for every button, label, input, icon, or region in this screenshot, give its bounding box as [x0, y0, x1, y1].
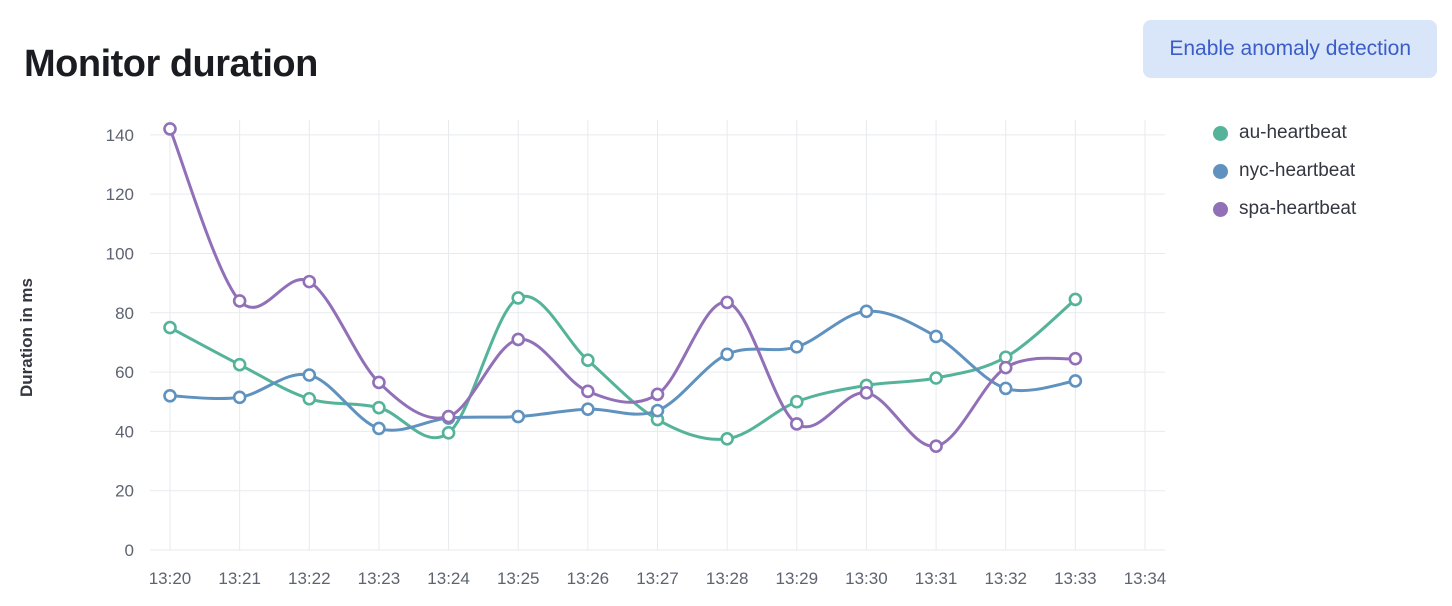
data-point[interactable] [511, 409, 526, 424]
data-point[interactable] [720, 295, 734, 310]
data-point[interactable] [511, 332, 526, 347]
svg-text:13:29: 13:29 [776, 569, 819, 588]
data-point[interactable] [511, 291, 526, 305]
svg-text:20: 20 [115, 482, 134, 501]
svg-text:13:20: 13:20 [149, 569, 192, 588]
page-title: Monitor duration [24, 43, 318, 86]
data-point[interactable] [581, 402, 595, 416]
legend-label: nyc-heartbeat [1239, 160, 1356, 181]
data-point[interactable] [859, 386, 874, 400]
chart-area: 0 20 40 60 80 100 120 140 13:20 13:21 13:22 13:23 13… [0, 95, 1190, 600]
svg-text:40: 40 [115, 422, 134, 441]
y-axis: 0 20 40 60 80 100 120 140 [106, 126, 134, 560]
legend-color-dot [1213, 163, 1228, 179]
data-point[interactable] [302, 274, 317, 289]
svg-text:13:32: 13:32 [984, 569, 1027, 588]
svg-text:60: 60 [115, 363, 134, 382]
svg-text:13:21: 13:21 [218, 569, 261, 588]
series-au-heartbeat [163, 291, 1083, 446]
svg-text:100: 100 [106, 244, 134, 263]
data-point[interactable] [929, 329, 943, 344]
data-point[interactable] [163, 122, 177, 136]
data-point[interactable] [302, 368, 317, 382]
data-point[interactable] [998, 381, 1013, 396]
data-point[interactable] [581, 384, 595, 399]
svg-text:13:30: 13:30 [845, 569, 888, 588]
data-point[interactable] [650, 387, 665, 402]
data-point[interactable] [163, 388, 177, 403]
legend-label: au-heartbeat [1239, 122, 1347, 143]
data-point[interactable] [441, 426, 456, 440]
svg-text:13:23: 13:23 [358, 569, 401, 588]
x-axis: 13:20 13:21 13:22 13:23 13:24 13:25 13:26 13:27… [149, 569, 1167, 588]
svg-text:13:25: 13:25 [497, 569, 540, 588]
data-point[interactable] [232, 357, 247, 372]
data-point[interactable] [302, 391, 317, 406]
gridlines [150, 120, 1165, 551]
data-point[interactable] [929, 371, 943, 385]
data-point[interactable] [859, 304, 874, 319]
svg-text:13:34: 13:34 [1124, 569, 1167, 588]
svg-text:0: 0 [125, 541, 134, 560]
svg-text:13:24: 13:24 [427, 569, 470, 588]
svg-text:120: 120 [106, 185, 134, 204]
data-point[interactable] [1068, 351, 1083, 366]
legend-color-dot [1213, 125, 1228, 141]
legend-label: spa-heartbeat [1239, 198, 1357, 219]
enable-anomaly-detection-button[interactable]: Enable anomaly detection [1143, 20, 1437, 78]
data-point[interactable] [1068, 292, 1083, 307]
svg-text:13:27: 13:27 [636, 569, 679, 588]
data-point[interactable] [789, 340, 804, 354]
data-point[interactable] [789, 394, 804, 409]
data-point[interactable] [441, 409, 456, 424]
svg-text:13:33: 13:33 [1054, 569, 1097, 588]
svg-text:13:31: 13:31 [915, 569, 958, 588]
data-point[interactable] [232, 390, 247, 405]
legend-color-dot [1213, 201, 1228, 217]
series-spa-heartbeat [163, 122, 1083, 454]
svg-text:13:22: 13:22 [288, 569, 331, 588]
data-point[interactable] [650, 403, 665, 418]
series-nyc-heartbeat [163, 304, 1083, 436]
data-point[interactable] [372, 400, 386, 415]
data-point[interactable] [372, 421, 386, 436]
data-point[interactable] [720, 431, 734, 446]
legend-item-nyc-heartbeat[interactable]: nyc-heartbeat [1213, 160, 1356, 182]
data-point[interactable] [998, 360, 1013, 375]
data-point[interactable] [789, 417, 804, 431]
svg-text:80: 80 [115, 304, 134, 323]
data-point[interactable] [163, 320, 177, 335]
legend: au-heartbeat nyc-heartbeat spa-heartbeat [1213, 122, 1356, 220]
svg-text:13:26: 13:26 [567, 569, 610, 588]
svg-text:13:28: 13:28 [706, 569, 749, 588]
data-point[interactable] [581, 353, 595, 368]
data-point[interactable] [232, 294, 247, 308]
data-point[interactable] [720, 347, 734, 362]
svg-text:140: 140 [106, 126, 134, 145]
legend-item-spa-heartbeat[interactable]: spa-heartbeat [1213, 198, 1356, 220]
data-point[interactable] [372, 375, 386, 390]
data-point[interactable] [929, 439, 943, 454]
data-point[interactable] [1068, 374, 1083, 388]
legend-item-au-heartbeat[interactable]: au-heartbeat [1213, 122, 1356, 144]
